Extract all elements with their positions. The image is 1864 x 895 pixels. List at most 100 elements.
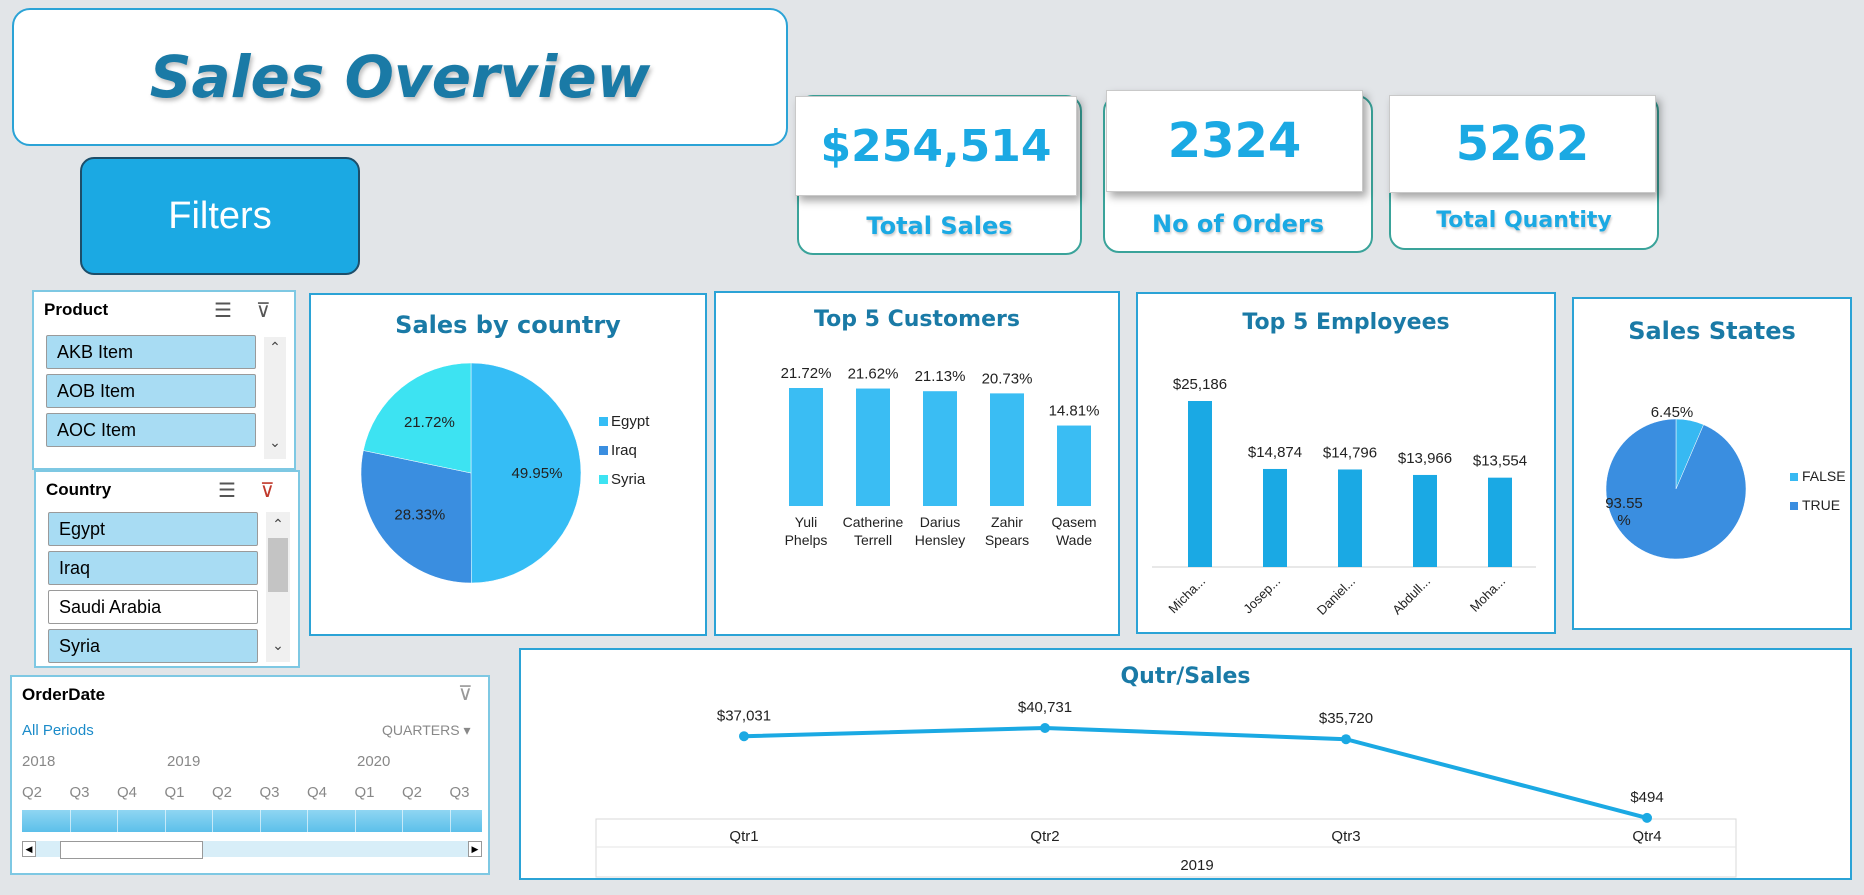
x-tick-label: Spears xyxy=(985,532,1029,548)
x-tick-label: Qasem xyxy=(1051,514,1096,530)
clear-filter-icon[interactable]: ⊽ xyxy=(256,300,271,322)
filters-label: Filters xyxy=(168,194,272,237)
timeline-quarter[interactable]: Q1 xyxy=(354,784,375,801)
bar-data-label: 21.62% xyxy=(848,366,899,383)
timeline-year-2018: 2018 xyxy=(22,753,56,770)
timeline-year-2020: 2020 xyxy=(357,753,391,770)
multi-select-icon[interactable]: ☰ xyxy=(214,300,232,322)
x-tick-label: Catherine xyxy=(843,514,904,530)
x-tick-label: Yuli xyxy=(795,514,818,530)
product-scrollbar[interactable] xyxy=(264,337,286,459)
scroll-left-icon[interactable]: ◀ xyxy=(22,841,36,857)
x-tick-label: Phelps xyxy=(785,532,828,548)
x-tick-label: Qtr3 xyxy=(1331,828,1360,845)
bar-data-label: 21.13% xyxy=(915,368,966,385)
product-item-aoc[interactable]: AOC Item xyxy=(46,413,256,447)
timeline-quarter[interactable]: Q4 xyxy=(307,784,328,801)
filters-button[interactable]: Filters xyxy=(80,157,360,275)
bar xyxy=(990,393,1024,506)
timeline-tick xyxy=(69,810,71,832)
timeline-quarter[interactable]: Q3 xyxy=(449,784,470,801)
bar-data-label: $14,796 xyxy=(1323,444,1377,461)
timeline-level-select[interactable]: QUARTERS ▾ xyxy=(382,722,470,739)
timeline-quarter[interactable]: Q2 xyxy=(212,784,233,801)
bar xyxy=(1413,474,1437,567)
timeline-quarter[interactable]: Q1 xyxy=(164,784,185,801)
line-data-label: $494 xyxy=(1630,789,1663,806)
kpi-quantity-label: Total Quantity xyxy=(1436,208,1612,233)
timeline-quarter[interactable]: Q3 xyxy=(69,784,90,801)
chart-title: Sales States xyxy=(1628,317,1796,345)
all-periods-link[interactable]: All Periods xyxy=(22,722,94,739)
bar xyxy=(1263,468,1287,567)
legend-label: Egypt xyxy=(611,413,650,430)
timeline-range-bar[interactable] xyxy=(22,810,482,832)
line-data-label: $37,031 xyxy=(717,707,771,724)
timeline-quarter[interactable]: Q3 xyxy=(259,784,280,801)
x-tick-label: Terrell xyxy=(854,532,892,548)
timeline-tick xyxy=(354,810,356,832)
pie-data-label: 49.95% xyxy=(512,465,563,482)
line-point xyxy=(739,731,749,742)
legend-swatch xyxy=(599,446,608,455)
kpi-orders-label: No of Orders xyxy=(1151,210,1325,238)
bar xyxy=(856,388,890,506)
clear-filter-icon[interactable]: ⊽ xyxy=(260,480,275,502)
line-point xyxy=(1341,734,1351,745)
bar xyxy=(923,391,957,506)
country-scroll-thumb[interactable] xyxy=(268,538,288,592)
bar-data-label: 14.81% xyxy=(1049,403,1100,420)
sales-by-country-card: Sales by country 49.95% 28.33% 21.72% Egypt… xyxy=(309,293,707,636)
multi-select-icon[interactable]: ☰ xyxy=(218,480,236,502)
product-item-akb[interactable]: AKB Item xyxy=(46,335,256,369)
timeline-tick xyxy=(259,810,261,832)
legend-swatch xyxy=(1790,473,1798,481)
pie-data-label: 21.72% xyxy=(404,414,455,431)
x-tick-label: Micha... xyxy=(1165,574,1208,617)
sales-by-country-chart: 49.95% 28.33% 21.72% Egypt Iraq Syria xyxy=(360,362,650,584)
clear-filter-icon[interactable]: ⊽ xyxy=(458,683,473,705)
country-slicer: Country ☰ ⊽ Egypt Iraq Saudi Arabia Syri… xyxy=(34,470,300,668)
scroll-right-icon[interactable]: ▶ xyxy=(468,841,482,857)
x-tick-label: Wade xyxy=(1056,532,1092,548)
timeline-scroll-thumb[interactable] xyxy=(60,841,203,859)
legend-swatch xyxy=(1790,502,1798,510)
pie-slice-true xyxy=(1605,418,1747,560)
timeline-quarter[interactable]: Q4 xyxy=(117,784,138,801)
country-item-saudi-arabia[interactable]: Saudi Arabia xyxy=(48,590,258,624)
sales-states-card: Sales States 6.45% 93.55% FALSE TRUE xyxy=(1572,297,1852,630)
kpi-total-sales-value: $254,514 xyxy=(795,96,1077,196)
x-tick-label: Qtr4 xyxy=(1632,828,1661,845)
x-tick-label: Zahir xyxy=(991,514,1023,530)
country-item-syria[interactable]: Syria xyxy=(48,629,258,663)
country-item-iraq[interactable]: Iraq xyxy=(48,551,258,585)
bar xyxy=(789,388,823,506)
top-customers-card: Top 5 Customers 21.72% Yuli Phelps 21.62% Ca… xyxy=(714,291,1120,636)
orderdate-timeline: OrderDate ⊽ All Periods QUARTERS ▾ 2018 … xyxy=(10,675,490,875)
scroll-down-icon[interactable]: ⌄ xyxy=(269,434,281,450)
timeline-tick xyxy=(449,810,451,832)
pie-slice-syria xyxy=(363,362,472,474)
scroll-up-icon[interactable]: ⌃ xyxy=(269,339,281,355)
bar xyxy=(1188,401,1212,567)
product-item-aob[interactable]: AOB Item xyxy=(46,374,256,408)
timeline-quarter[interactable]: Q2 xyxy=(22,784,43,801)
pie-data-label: % xyxy=(1617,512,1630,529)
bar-data-label: $13,966 xyxy=(1398,450,1452,467)
country-item-egypt[interactable]: Egypt xyxy=(48,512,258,546)
top-employees-card: Top 5 Employees $25,186 Micha... $14,874 Jo… xyxy=(1136,292,1556,634)
timeline-year-2019: 2019 xyxy=(167,753,201,770)
bar-data-label: $13,554 xyxy=(1473,453,1527,470)
chart-title: Qutr/Sales xyxy=(1120,664,1251,689)
scroll-down-icon[interactable]: ⌄ xyxy=(272,637,284,653)
timeline-tick xyxy=(307,810,308,832)
timeline-quarter[interactable]: Q2 xyxy=(402,784,423,801)
scroll-up-icon[interactable]: ⌃ xyxy=(272,516,284,532)
timeline-tick xyxy=(164,810,166,832)
pie-slice-iraq xyxy=(360,450,472,584)
pie-data-label: 28.33% xyxy=(394,507,445,524)
dashboard-title-box: Sales Overview xyxy=(12,8,788,146)
legend-label: Syria xyxy=(611,471,646,488)
legend-swatch xyxy=(599,475,608,484)
kpi-quantity-value: 5262 xyxy=(1389,95,1656,193)
